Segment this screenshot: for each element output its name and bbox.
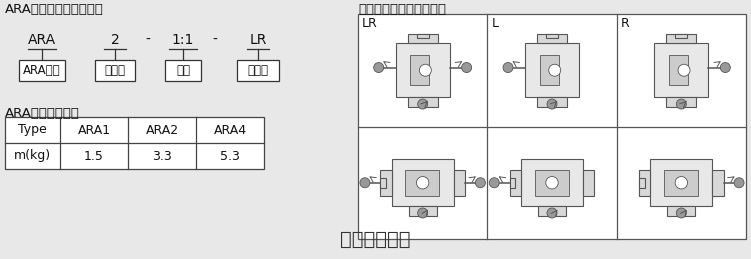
Bar [538, 206, 566, 216]
Bar [510, 170, 521, 196]
Bar [675, 33, 687, 38]
Text: 2: 2 [110, 33, 119, 47]
Circle shape [418, 99, 427, 109]
Circle shape [374, 63, 384, 73]
Text: ARA1: ARA1 [77, 124, 110, 136]
Text: 5.3: 5.3 [220, 149, 240, 162]
Bar [666, 97, 696, 107]
Text: ARA系列型号表示方法：: ARA系列型号表示方法： [5, 3, 104, 16]
Bar [583, 170, 594, 196]
Bar [409, 206, 436, 216]
Circle shape [677, 99, 686, 109]
Bar [411, 55, 430, 85]
Bar [654, 43, 708, 97]
Bar [19, 60, 65, 81]
Text: Type: Type [18, 124, 47, 136]
Bar [165, 60, 201, 81]
Circle shape [547, 208, 557, 218]
Circle shape [419, 64, 431, 76]
Circle shape [734, 178, 744, 188]
Text: 上海典迈传动: 上海典迈传动 [339, 230, 410, 249]
Text: ARA系列重量表：: ARA系列重量表： [5, 107, 80, 120]
Circle shape [549, 64, 561, 76]
Circle shape [503, 63, 513, 73]
Bar [639, 178, 644, 188]
Text: -: - [146, 33, 150, 47]
Bar [391, 159, 454, 206]
Bar [406, 170, 439, 196]
Bar [668, 206, 695, 216]
Text: L: L [491, 17, 499, 30]
Circle shape [418, 208, 427, 218]
Bar [535, 170, 569, 196]
Circle shape [546, 177, 558, 189]
Circle shape [417, 177, 429, 189]
Bar [408, 33, 438, 43]
Bar [381, 170, 391, 196]
Bar [650, 159, 713, 206]
Bar [713, 170, 723, 196]
Text: 1.5: 1.5 [84, 149, 104, 162]
Bar [95, 60, 135, 81]
Bar [408, 97, 438, 107]
Bar [396, 43, 450, 97]
Circle shape [678, 64, 690, 76]
Bar [521, 159, 583, 206]
Text: ARA4: ARA4 [213, 124, 246, 136]
Text: LR: LR [249, 33, 267, 47]
Bar [525, 43, 579, 97]
Text: m(kg): m(kg) [14, 149, 51, 162]
Text: -: - [213, 33, 218, 47]
Bar [510, 178, 515, 188]
Circle shape [677, 208, 686, 218]
Circle shape [462, 63, 472, 73]
Text: 速比: 速比 [176, 64, 190, 77]
Bar [666, 33, 696, 43]
Text: 轴配置: 轴配置 [248, 64, 269, 77]
Text: 机座号: 机座号 [104, 64, 125, 77]
Bar [537, 33, 567, 43]
Circle shape [475, 178, 485, 188]
Circle shape [675, 177, 688, 189]
Text: 轴配置及旋转方向关系：: 轴配置及旋转方向关系： [358, 3, 446, 16]
Bar [669, 55, 688, 85]
Bar [237, 60, 279, 81]
Text: 3.3: 3.3 [152, 149, 172, 162]
Text: ARA: ARA [28, 33, 56, 47]
Bar [5, 117, 264, 169]
Bar [454, 170, 465, 196]
Bar [358, 14, 746, 239]
Text: R: R [620, 17, 629, 30]
Text: ARA系列: ARA系列 [23, 64, 61, 77]
Bar [664, 170, 698, 196]
Text: LR: LR [362, 17, 378, 30]
Circle shape [489, 178, 499, 188]
Bar [639, 170, 650, 196]
Circle shape [547, 99, 557, 109]
Bar [540, 55, 559, 85]
Circle shape [360, 178, 370, 188]
Text: ARA2: ARA2 [146, 124, 179, 136]
Text: 1:1: 1:1 [172, 33, 195, 47]
Bar [537, 97, 567, 107]
Bar [417, 33, 429, 38]
Bar [381, 178, 386, 188]
Circle shape [720, 63, 730, 73]
Bar [546, 33, 558, 38]
